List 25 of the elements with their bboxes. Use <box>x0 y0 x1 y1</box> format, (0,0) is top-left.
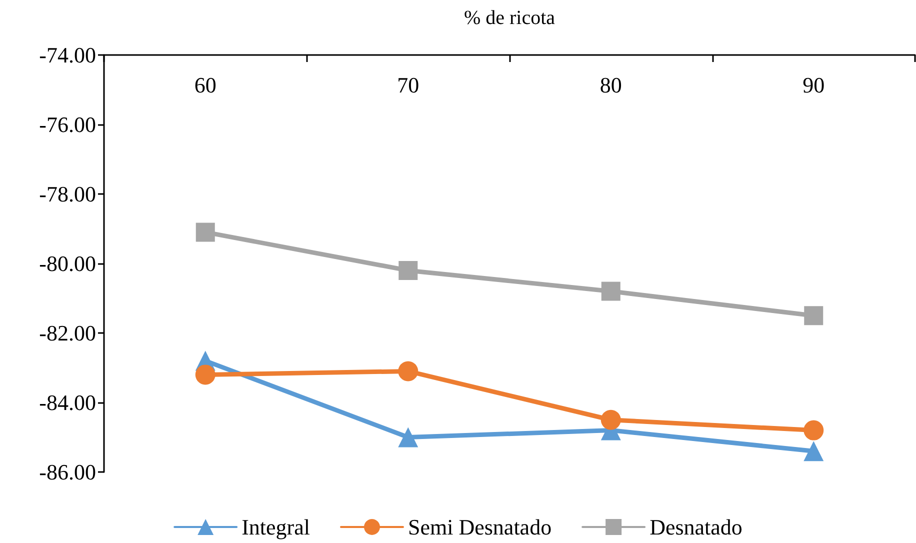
point <box>804 420 824 440</box>
legend-label: Integral <box>242 514 310 540</box>
y-tick-label: -76.00 <box>39 112 96 137</box>
point <box>600 410 621 430</box>
point <box>804 306 824 326</box>
point <box>398 361 418 382</box>
point <box>804 441 824 462</box>
point <box>398 260 418 280</box>
legend-label: Semi Desnatado <box>408 514 552 540</box>
y-tick-label: -74.00 <box>39 42 96 68</box>
x-tick-label: 80 <box>600 72 622 98</box>
point <box>601 282 620 301</box>
y-tick-label: -80.00 <box>39 251 96 276</box>
y-tick-label: -84.00 <box>39 390 96 415</box>
point <box>196 222 215 242</box>
legend-label: Desnatado <box>650 514 742 540</box>
y-tick-label: -82.00 <box>39 320 96 346</box>
point <box>398 427 418 448</box>
y-tick-label: -86.00 <box>39 460 96 484</box>
x-tick-label: 90 <box>802 72 825 98</box>
x-tick-label: 60 <box>194 72 216 98</box>
x-tick-label: 70 <box>397 72 420 98</box>
point <box>195 364 216 385</box>
x-axis-title: % de ricota <box>464 7 556 29</box>
y-tick-label: -78.00 <box>39 182 96 206</box>
